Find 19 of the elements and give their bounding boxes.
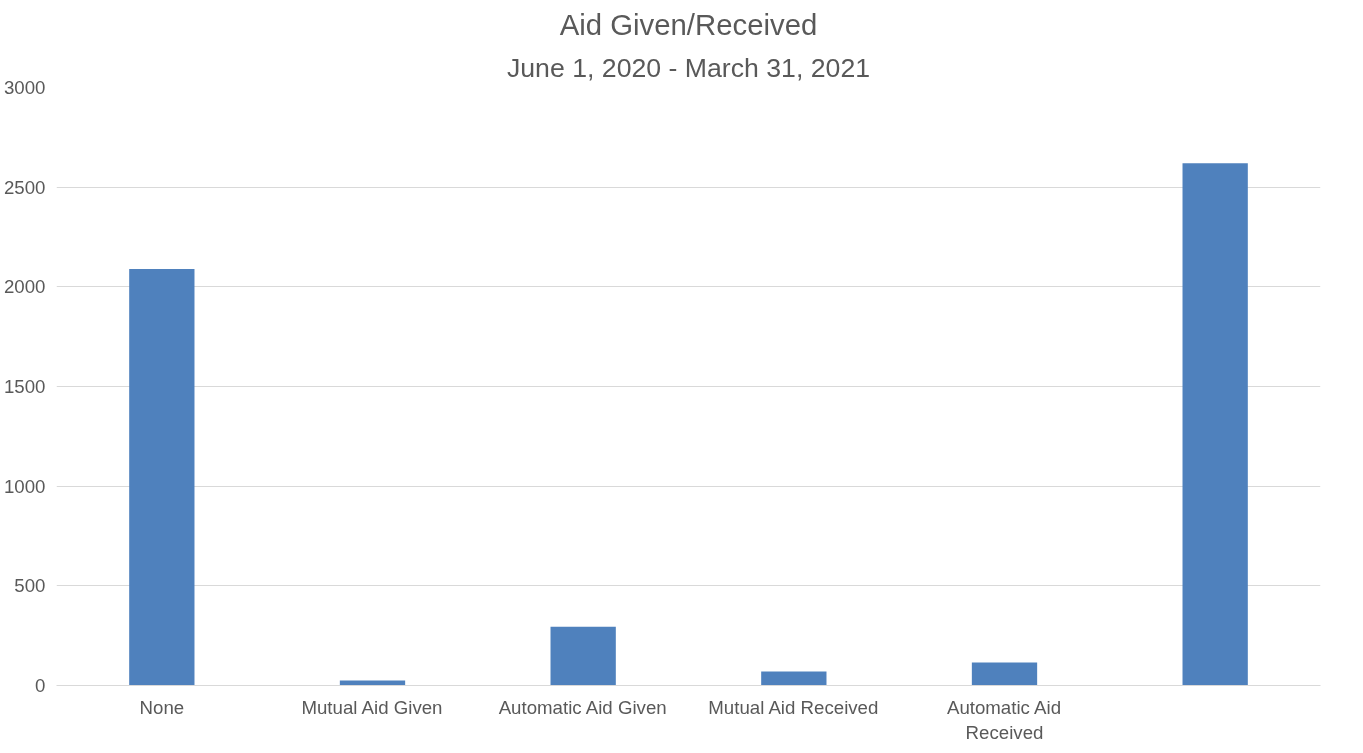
y-tick-label: 0 xyxy=(35,675,46,696)
x-tick-label: Mutual Aid Given xyxy=(301,696,443,718)
y-tick-label: 1000 xyxy=(4,475,46,497)
y-tick-label: 500 xyxy=(14,575,46,597)
x-tick-label: Mutual Aid Received xyxy=(708,696,879,718)
x-tick-label: Automatic Aid Given xyxy=(498,696,667,718)
chart-title: Aid Given/Received xyxy=(559,7,818,41)
y-tick-label: 3000 xyxy=(4,77,46,98)
y-tick-label: 2000 xyxy=(4,276,46,298)
chart-subtitle: June 1, 2020 - March 31, 2021 xyxy=(506,52,871,83)
bar xyxy=(761,671,827,686)
bar xyxy=(971,662,1038,686)
y-tick-label: 2500 xyxy=(4,176,46,198)
x-tick-label: None xyxy=(139,696,185,718)
y-tick-label: 1500 xyxy=(4,376,46,397)
bar xyxy=(129,268,195,686)
bar xyxy=(1182,163,1248,686)
x-tick-label: Automatic Aid Received xyxy=(946,696,1062,743)
bar xyxy=(550,626,616,686)
